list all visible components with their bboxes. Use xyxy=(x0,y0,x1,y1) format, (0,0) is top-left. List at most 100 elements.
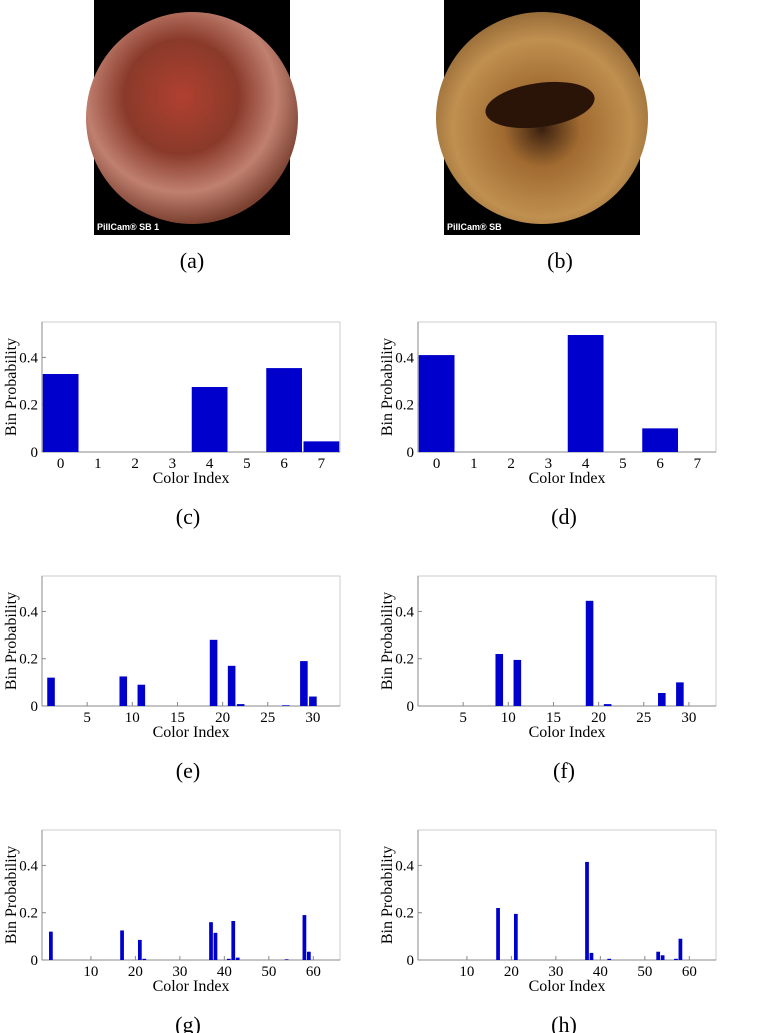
x-tick-label: 5 xyxy=(459,710,467,726)
y-tick-label: 0 xyxy=(31,953,39,969)
caption: (b) xyxy=(547,248,573,273)
bar xyxy=(513,913,518,960)
bar xyxy=(231,921,236,960)
x-tick-label: 40 xyxy=(217,964,232,980)
bar xyxy=(227,665,236,706)
x-tick-label: 0 xyxy=(433,456,441,472)
x-tick-label: 30 xyxy=(548,964,563,980)
x-tick-label: 6 xyxy=(656,456,664,472)
x-tick-label: 50 xyxy=(637,964,652,980)
x-tick-label: 15 xyxy=(546,710,561,726)
x-tick-label: 20 xyxy=(591,710,606,726)
y-tick-label: 0 xyxy=(407,953,415,969)
y-axis-label: Bin Probability xyxy=(379,338,396,436)
plot-frame xyxy=(417,829,717,961)
y-tick-label: 0.2 xyxy=(19,652,38,668)
x-tick-label: 10 xyxy=(125,710,140,726)
bar xyxy=(585,600,594,706)
x-axis-label: Color Index xyxy=(529,978,606,995)
y-tick-label: 0.2 xyxy=(395,652,414,668)
x-axis-label: Color Index xyxy=(153,978,230,995)
y-tick-label: 0 xyxy=(407,445,415,461)
x-tick-label: 10 xyxy=(83,964,98,980)
bar xyxy=(142,958,147,960)
bar xyxy=(589,952,594,960)
x-tick-label: 4 xyxy=(206,456,214,472)
bar xyxy=(642,428,679,452)
caption: (c) xyxy=(176,504,200,529)
x-tick-label: 1 xyxy=(470,456,478,472)
bar xyxy=(236,704,245,706)
bar xyxy=(567,335,604,452)
bar xyxy=(42,374,79,452)
x-tick-label: 30 xyxy=(681,710,696,726)
x-tick-label: 15 xyxy=(170,710,185,726)
x-tick-label: 5 xyxy=(619,456,627,472)
bar xyxy=(284,959,289,960)
x-tick-label: 60 xyxy=(306,964,321,980)
y-tick-label: 0.4 xyxy=(19,858,38,874)
x-tick-label: 6 xyxy=(280,456,288,472)
bar xyxy=(309,696,317,706)
bar xyxy=(226,958,231,960)
image-label: PillCam® SB 1 xyxy=(97,222,159,232)
y-tick-label: 0.4 xyxy=(19,350,38,366)
x-tick-label: 50 xyxy=(261,964,276,980)
x-tick-label: 40 xyxy=(593,964,608,980)
y-axis-label: Bin Probability xyxy=(3,846,20,944)
caption: (g) xyxy=(175,1012,201,1033)
x-axis-label: Color Index xyxy=(153,470,230,487)
y-axis-label: Bin Probability xyxy=(3,338,20,436)
caption: (a) xyxy=(180,248,204,273)
caption: (h) xyxy=(551,1012,577,1033)
x-tick-label: 3 xyxy=(169,456,177,472)
y-axis-label: Bin Probability xyxy=(3,592,20,690)
x-tick-label: 2 xyxy=(131,456,139,472)
bar xyxy=(119,676,128,706)
caption: (f) xyxy=(553,758,575,783)
x-tick-label: 3 xyxy=(545,456,553,472)
x-tick-label: 20 xyxy=(215,710,230,726)
bar xyxy=(191,387,228,452)
y-tick-label: 0.2 xyxy=(19,906,38,922)
x-tick-label: 5 xyxy=(243,456,251,472)
bar xyxy=(49,931,53,960)
y-tick-label: 0.4 xyxy=(395,858,414,874)
bar xyxy=(676,682,684,706)
bar xyxy=(660,955,665,960)
bar xyxy=(658,693,666,706)
image-a: PillCam® SB 1 xyxy=(86,0,298,235)
y-tick-label: 0 xyxy=(407,699,415,715)
bar xyxy=(513,659,522,706)
x-tick-label: 7 xyxy=(694,456,702,472)
bar xyxy=(282,705,290,706)
bar xyxy=(306,951,311,960)
bar xyxy=(209,922,213,960)
y-tick-label: 0 xyxy=(31,445,39,461)
bar xyxy=(235,957,240,960)
image-b: PillCam® SB xyxy=(436,0,648,235)
caption: (e) xyxy=(176,758,200,783)
x-tick-label: 0 xyxy=(57,456,65,472)
x-axis-label: Color Index xyxy=(529,724,606,741)
bar xyxy=(47,677,55,706)
image-label: PillCam® SB xyxy=(447,222,502,232)
y-tick-label: 0.2 xyxy=(19,398,38,414)
x-tick-label: 5 xyxy=(83,710,91,726)
x-tick-label: 60 xyxy=(682,964,697,980)
caption: (d) xyxy=(551,504,577,529)
y-tick-label: 0.2 xyxy=(395,906,414,922)
x-tick-label: 30 xyxy=(172,964,187,980)
bar xyxy=(495,654,504,706)
x-tick-label: 20 xyxy=(128,964,143,980)
y-tick-label: 0 xyxy=(31,699,39,715)
x-tick-label: 25 xyxy=(636,710,651,726)
x-tick-label: 4 xyxy=(582,456,590,472)
plot-frame xyxy=(41,575,341,707)
bar xyxy=(213,932,218,960)
x-tick-label: 1 xyxy=(94,456,102,472)
x-tick-label: 30 xyxy=(305,710,320,726)
bar xyxy=(303,441,340,452)
bar xyxy=(120,930,124,960)
y-tick-label: 0.4 xyxy=(395,350,414,366)
